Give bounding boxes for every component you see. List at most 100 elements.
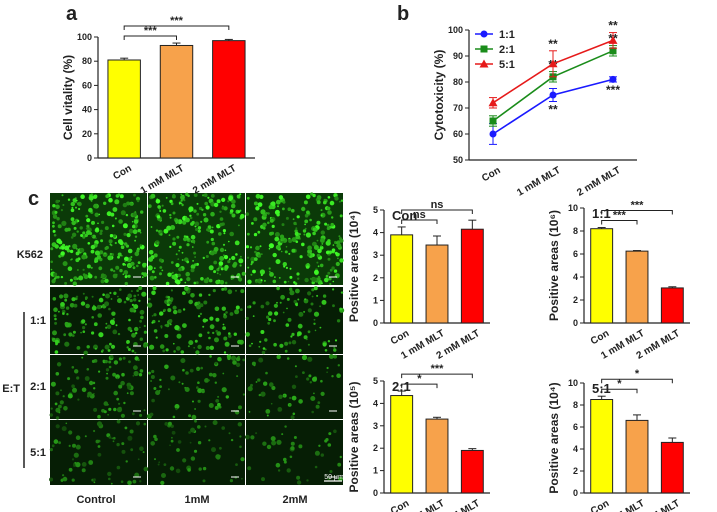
- cell-dot: [210, 250, 215, 256]
- cell-dot: [80, 194, 85, 199]
- cell-dot: [154, 437, 158, 442]
- cell-dot: [222, 326, 227, 330]
- y-tick-label: 4: [573, 272, 578, 282]
- cell-dot: [126, 233, 131, 238]
- cell-dot: [252, 269, 256, 274]
- cell-dot: [337, 364, 340, 367]
- cell-dot: [84, 323, 87, 326]
- cell-dot: [59, 400, 64, 405]
- cell-dot: [210, 211, 215, 217]
- cell-dot: [304, 227, 307, 230]
- cell-dot: [248, 344, 252, 348]
- chart-title: 5:1: [592, 381, 611, 396]
- cell-dot: [127, 480, 132, 486]
- cell-dot: [289, 287, 293, 291]
- cell-dot: [72, 281, 78, 286]
- cell-dot: [310, 302, 314, 306]
- cell-dot: [118, 219, 123, 224]
- cell-dot: [286, 468, 291, 473]
- cell-dot: [285, 323, 290, 327]
- cell-dot: [172, 305, 177, 310]
- cell-dot: [328, 432, 332, 436]
- cell-dot: [320, 209, 323, 212]
- cell-dot: [326, 366, 329, 370]
- cell-dot: [170, 424, 174, 428]
- cell-dot: [86, 345, 90, 349]
- cell-dot: [310, 396, 316, 401]
- cell-dot: [326, 206, 331, 211]
- cell-dot: [338, 476, 343, 482]
- cell-dot: [201, 208, 204, 211]
- bar: [390, 234, 414, 324]
- cell-dot: [302, 371, 305, 374]
- cell-dot: [223, 287, 228, 291]
- cell-dot: [240, 213, 245, 219]
- micrograph: [148, 287, 245, 354]
- cell-dot: [183, 199, 186, 202]
- cell-dot: [132, 212, 137, 217]
- cell-dot: [273, 303, 278, 308]
- cell-dot: [304, 223, 306, 226]
- cell-dot: [303, 335, 308, 340]
- cell-dot: [70, 208, 75, 213]
- cell-dot: [91, 359, 96, 363]
- cell-dot: [136, 289, 139, 293]
- cell-dot: [262, 347, 266, 350]
- cell-dot: [296, 475, 301, 480]
- cell-dot: [207, 196, 210, 199]
- significance-label: ***: [170, 15, 184, 27]
- cell-dot: [91, 235, 94, 238]
- cell-dot: [181, 382, 184, 385]
- cell-dot: [120, 413, 125, 418]
- y-tick-label: 1: [373, 466, 378, 476]
- cell-dot: [139, 319, 143, 323]
- y-tick-label: 80: [453, 77, 463, 87]
- cell-dot: [271, 440, 277, 446]
- cell-dot: [75, 462, 81, 468]
- cell-dot: [307, 308, 312, 313]
- bar: [460, 228, 484, 324]
- cell-dot: [95, 237, 97, 240]
- cell-dot: [218, 357, 222, 362]
- cell-dot: [84, 296, 88, 300]
- cell-dot: [283, 460, 287, 464]
- cell-dot: [87, 242, 91, 245]
- cell-dot: [235, 463, 238, 466]
- cell-dot: [160, 325, 163, 328]
- cell-dot: [52, 224, 55, 228]
- cell-dot: [219, 210, 222, 213]
- cell-dot: [142, 451, 145, 454]
- cell-dot: [216, 199, 221, 204]
- cell-dot: [213, 260, 218, 265]
- row-label: 5:1: [30, 447, 46, 459]
- cell-dot: [290, 446, 295, 451]
- cell-dot: [56, 362, 62, 367]
- cell-dot: [316, 261, 319, 264]
- cell-dot: [107, 471, 112, 477]
- cell-dot: [182, 458, 187, 463]
- cell-dot: [247, 266, 250, 269]
- cell-dot: [67, 198, 71, 201]
- cell-dot: [165, 348, 169, 352]
- cell-dot: [53, 439, 59, 444]
- cell-dot: [317, 401, 321, 405]
- cell-dot: [207, 379, 210, 382]
- bar: [660, 441, 684, 494]
- cell-dot: [96, 304, 102, 310]
- cell-dot: [223, 206, 228, 211]
- cell-dot: [108, 407, 112, 411]
- cell-dot: [316, 294, 319, 297]
- cell-dot: [60, 302, 65, 307]
- cell-dot: [234, 240, 240, 246]
- significance-label: ***: [606, 83, 620, 97]
- cell-dot: [263, 279, 266, 282]
- cell-dot: [261, 477, 265, 482]
- cell-dot: [73, 303, 78, 308]
- cell-dot: [291, 332, 295, 336]
- cell-dot: [187, 194, 190, 198]
- cell-dot: [117, 252, 122, 257]
- cell-dot: [247, 466, 252, 471]
- cell-dot: [192, 246, 194, 248]
- cell-dot: [250, 263, 253, 266]
- cell-dot: [167, 308, 172, 313]
